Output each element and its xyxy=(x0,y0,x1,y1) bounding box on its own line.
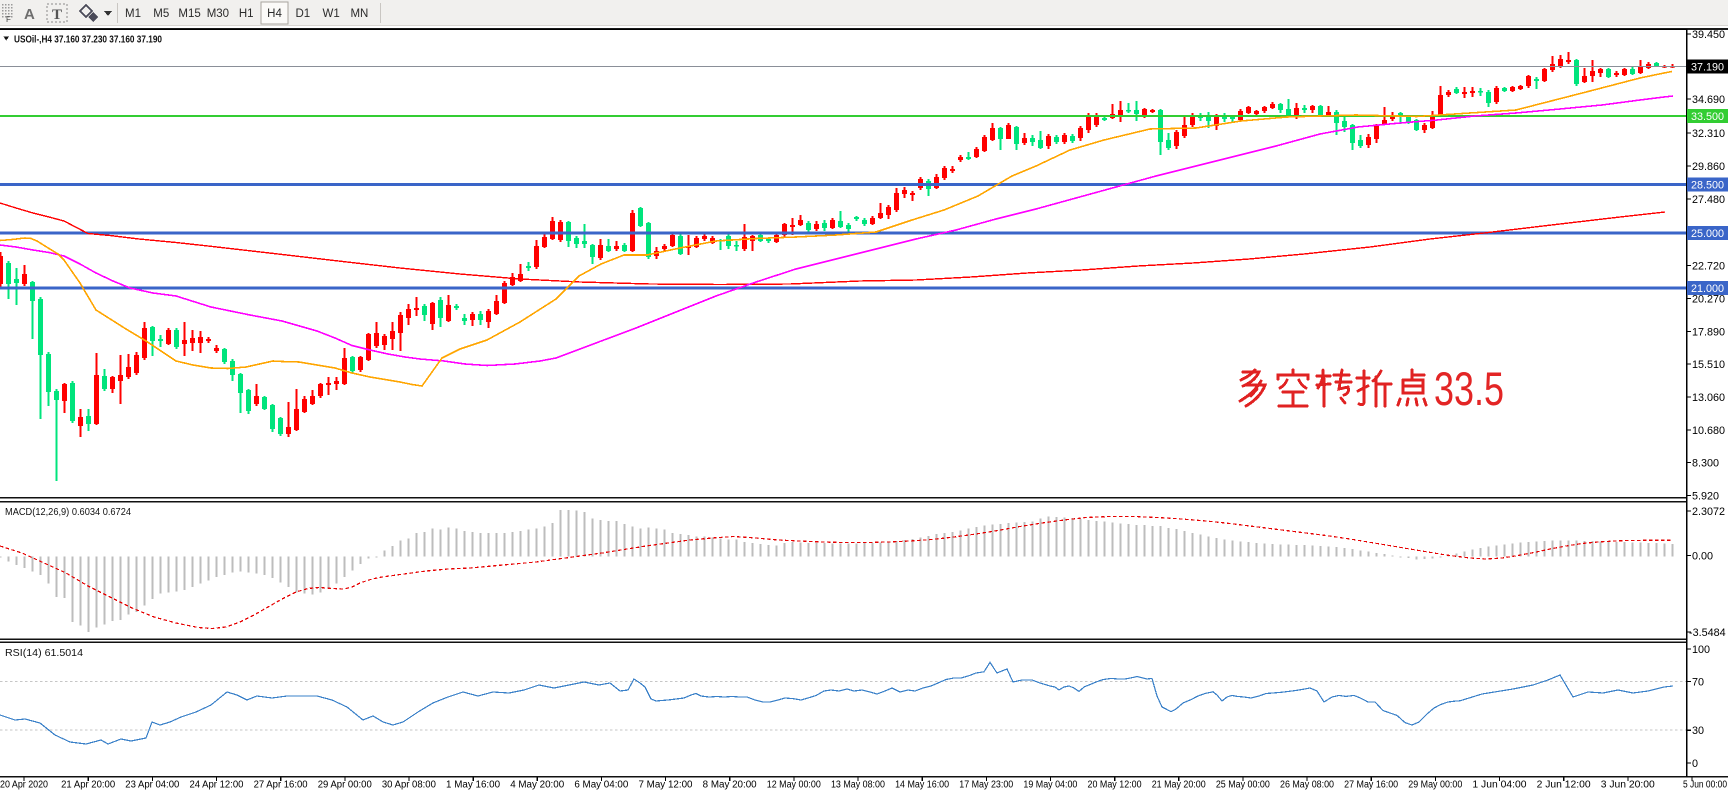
svg-text:100: 100 xyxy=(1692,644,1710,656)
svg-text:10.680: 10.680 xyxy=(1692,425,1725,437)
svg-text:32.310: 32.310 xyxy=(1692,128,1725,140)
svg-text:33.500: 33.500 xyxy=(1691,111,1724,123)
svg-text:7 May 12:00: 7 May 12:00 xyxy=(639,780,693,791)
svg-text:0.00: 0.00 xyxy=(1692,550,1713,562)
svg-text:25.000: 25.000 xyxy=(1691,228,1724,240)
svg-text:26 May 08:00: 26 May 08:00 xyxy=(1280,780,1334,791)
svg-text:23 Apr 04:00: 23 Apr 04:00 xyxy=(125,780,179,791)
svg-text:M5: M5 xyxy=(153,8,169,20)
svg-text:13.060: 13.060 xyxy=(1692,392,1725,404)
svg-text:30 Apr 08:00: 30 Apr 08:00 xyxy=(382,780,436,791)
svg-text:2 Jun 12:00: 2 Jun 12:00 xyxy=(1537,780,1591,791)
svg-text:M30: M30 xyxy=(207,8,229,20)
svg-text:20 May 12:00: 20 May 12:00 xyxy=(1088,780,1142,791)
svg-text:M15: M15 xyxy=(178,8,200,20)
svg-text:28.500: 28.500 xyxy=(1691,180,1724,192)
svg-text:15.510: 15.510 xyxy=(1692,359,1725,371)
svg-text:20 Apr 2020: 20 Apr 2020 xyxy=(0,780,48,791)
svg-text:T: T xyxy=(52,7,62,23)
svg-text:RSI(14) 61.5014: RSI(14) 61.5014 xyxy=(5,647,83,659)
svg-text:6 May 04:00: 6 May 04:00 xyxy=(574,780,628,791)
svg-text:19 May 04:00: 19 May 04:00 xyxy=(1023,780,1077,791)
svg-text:8 May 20:00: 8 May 20:00 xyxy=(703,780,757,791)
svg-text:8.300: 8.300 xyxy=(1692,458,1719,470)
svg-text:29 May 00:00: 29 May 00:00 xyxy=(1408,780,1462,791)
svg-text:MN: MN xyxy=(350,8,368,20)
svg-text:30: 30 xyxy=(1692,725,1704,737)
svg-text:D1: D1 xyxy=(295,8,310,20)
svg-text:22.720: 22.720 xyxy=(1692,261,1725,273)
svg-text:5.920: 5.920 xyxy=(1692,491,1719,503)
svg-text:21.000: 21.000 xyxy=(1691,283,1724,295)
svg-text:29.860: 29.860 xyxy=(1692,161,1725,173)
svg-text:27.480: 27.480 xyxy=(1692,194,1725,206)
svg-text:25 May 00:00: 25 May 00:00 xyxy=(1216,780,1270,791)
svg-text:70: 70 xyxy=(1692,676,1704,688)
svg-text:-3.5484: -3.5484 xyxy=(1689,627,1726,639)
svg-text:21 Apr 20:00: 21 Apr 20:00 xyxy=(61,780,115,791)
svg-text:39.450: 39.450 xyxy=(1692,29,1725,41)
svg-text:1 Jun 04:00: 1 Jun 04:00 xyxy=(1472,780,1526,791)
svg-text:29 Apr 00:00: 29 Apr 00:00 xyxy=(318,780,372,791)
svg-text:3 Jun 20:00: 3 Jun 20:00 xyxy=(1601,780,1655,791)
svg-text:20.270: 20.270 xyxy=(1692,294,1725,306)
svg-text:21 May 20:00: 21 May 20:00 xyxy=(1152,780,1206,791)
svg-text:MACD(12,26,9) 0.6034 0.6724: MACD(12,26,9) 0.6034 0.6724 xyxy=(5,506,131,518)
svg-text:17 May 23:00: 17 May 23:00 xyxy=(959,780,1013,791)
svg-text:0: 0 xyxy=(1692,758,1698,770)
svg-text:A: A xyxy=(24,6,35,23)
svg-text:W1: W1 xyxy=(322,8,339,20)
svg-text:12 May 00:00: 12 May 00:00 xyxy=(767,780,821,791)
svg-text:H1: H1 xyxy=(239,8,254,20)
svg-text:5 Jun 00:00: 5 Jun 00:00 xyxy=(1683,780,1727,791)
svg-text:M1: M1 xyxy=(125,8,141,20)
svg-text:33.5: 33.5 xyxy=(1434,362,1504,415)
svg-text:27 Apr 16:00: 27 Apr 16:00 xyxy=(254,780,308,791)
svg-text:13 May 08:00: 13 May 08:00 xyxy=(831,780,885,791)
svg-text:14 May 16:00: 14 May 16:00 xyxy=(895,780,949,791)
svg-text:34.690: 34.690 xyxy=(1692,94,1725,106)
svg-text:F: F xyxy=(6,15,11,24)
svg-text:37.190: 37.190 xyxy=(1691,62,1724,74)
svg-text:USOil-,H4 37.160 37.230 37.16: USOil-,H4 37.160 37.230 37.160 37.190 xyxy=(14,34,162,46)
svg-text:27 May 16:00: 27 May 16:00 xyxy=(1344,780,1398,791)
svg-text:H4: H4 xyxy=(267,8,282,20)
svg-text:17.890: 17.890 xyxy=(1692,327,1725,339)
svg-text:2.3072: 2.3072 xyxy=(1692,506,1725,518)
svg-text:24 Apr 12:00: 24 Apr 12:00 xyxy=(189,780,243,791)
svg-text:1 May 16:00: 1 May 16:00 xyxy=(446,780,500,791)
svg-text:4 May 20:00: 4 May 20:00 xyxy=(510,780,564,791)
